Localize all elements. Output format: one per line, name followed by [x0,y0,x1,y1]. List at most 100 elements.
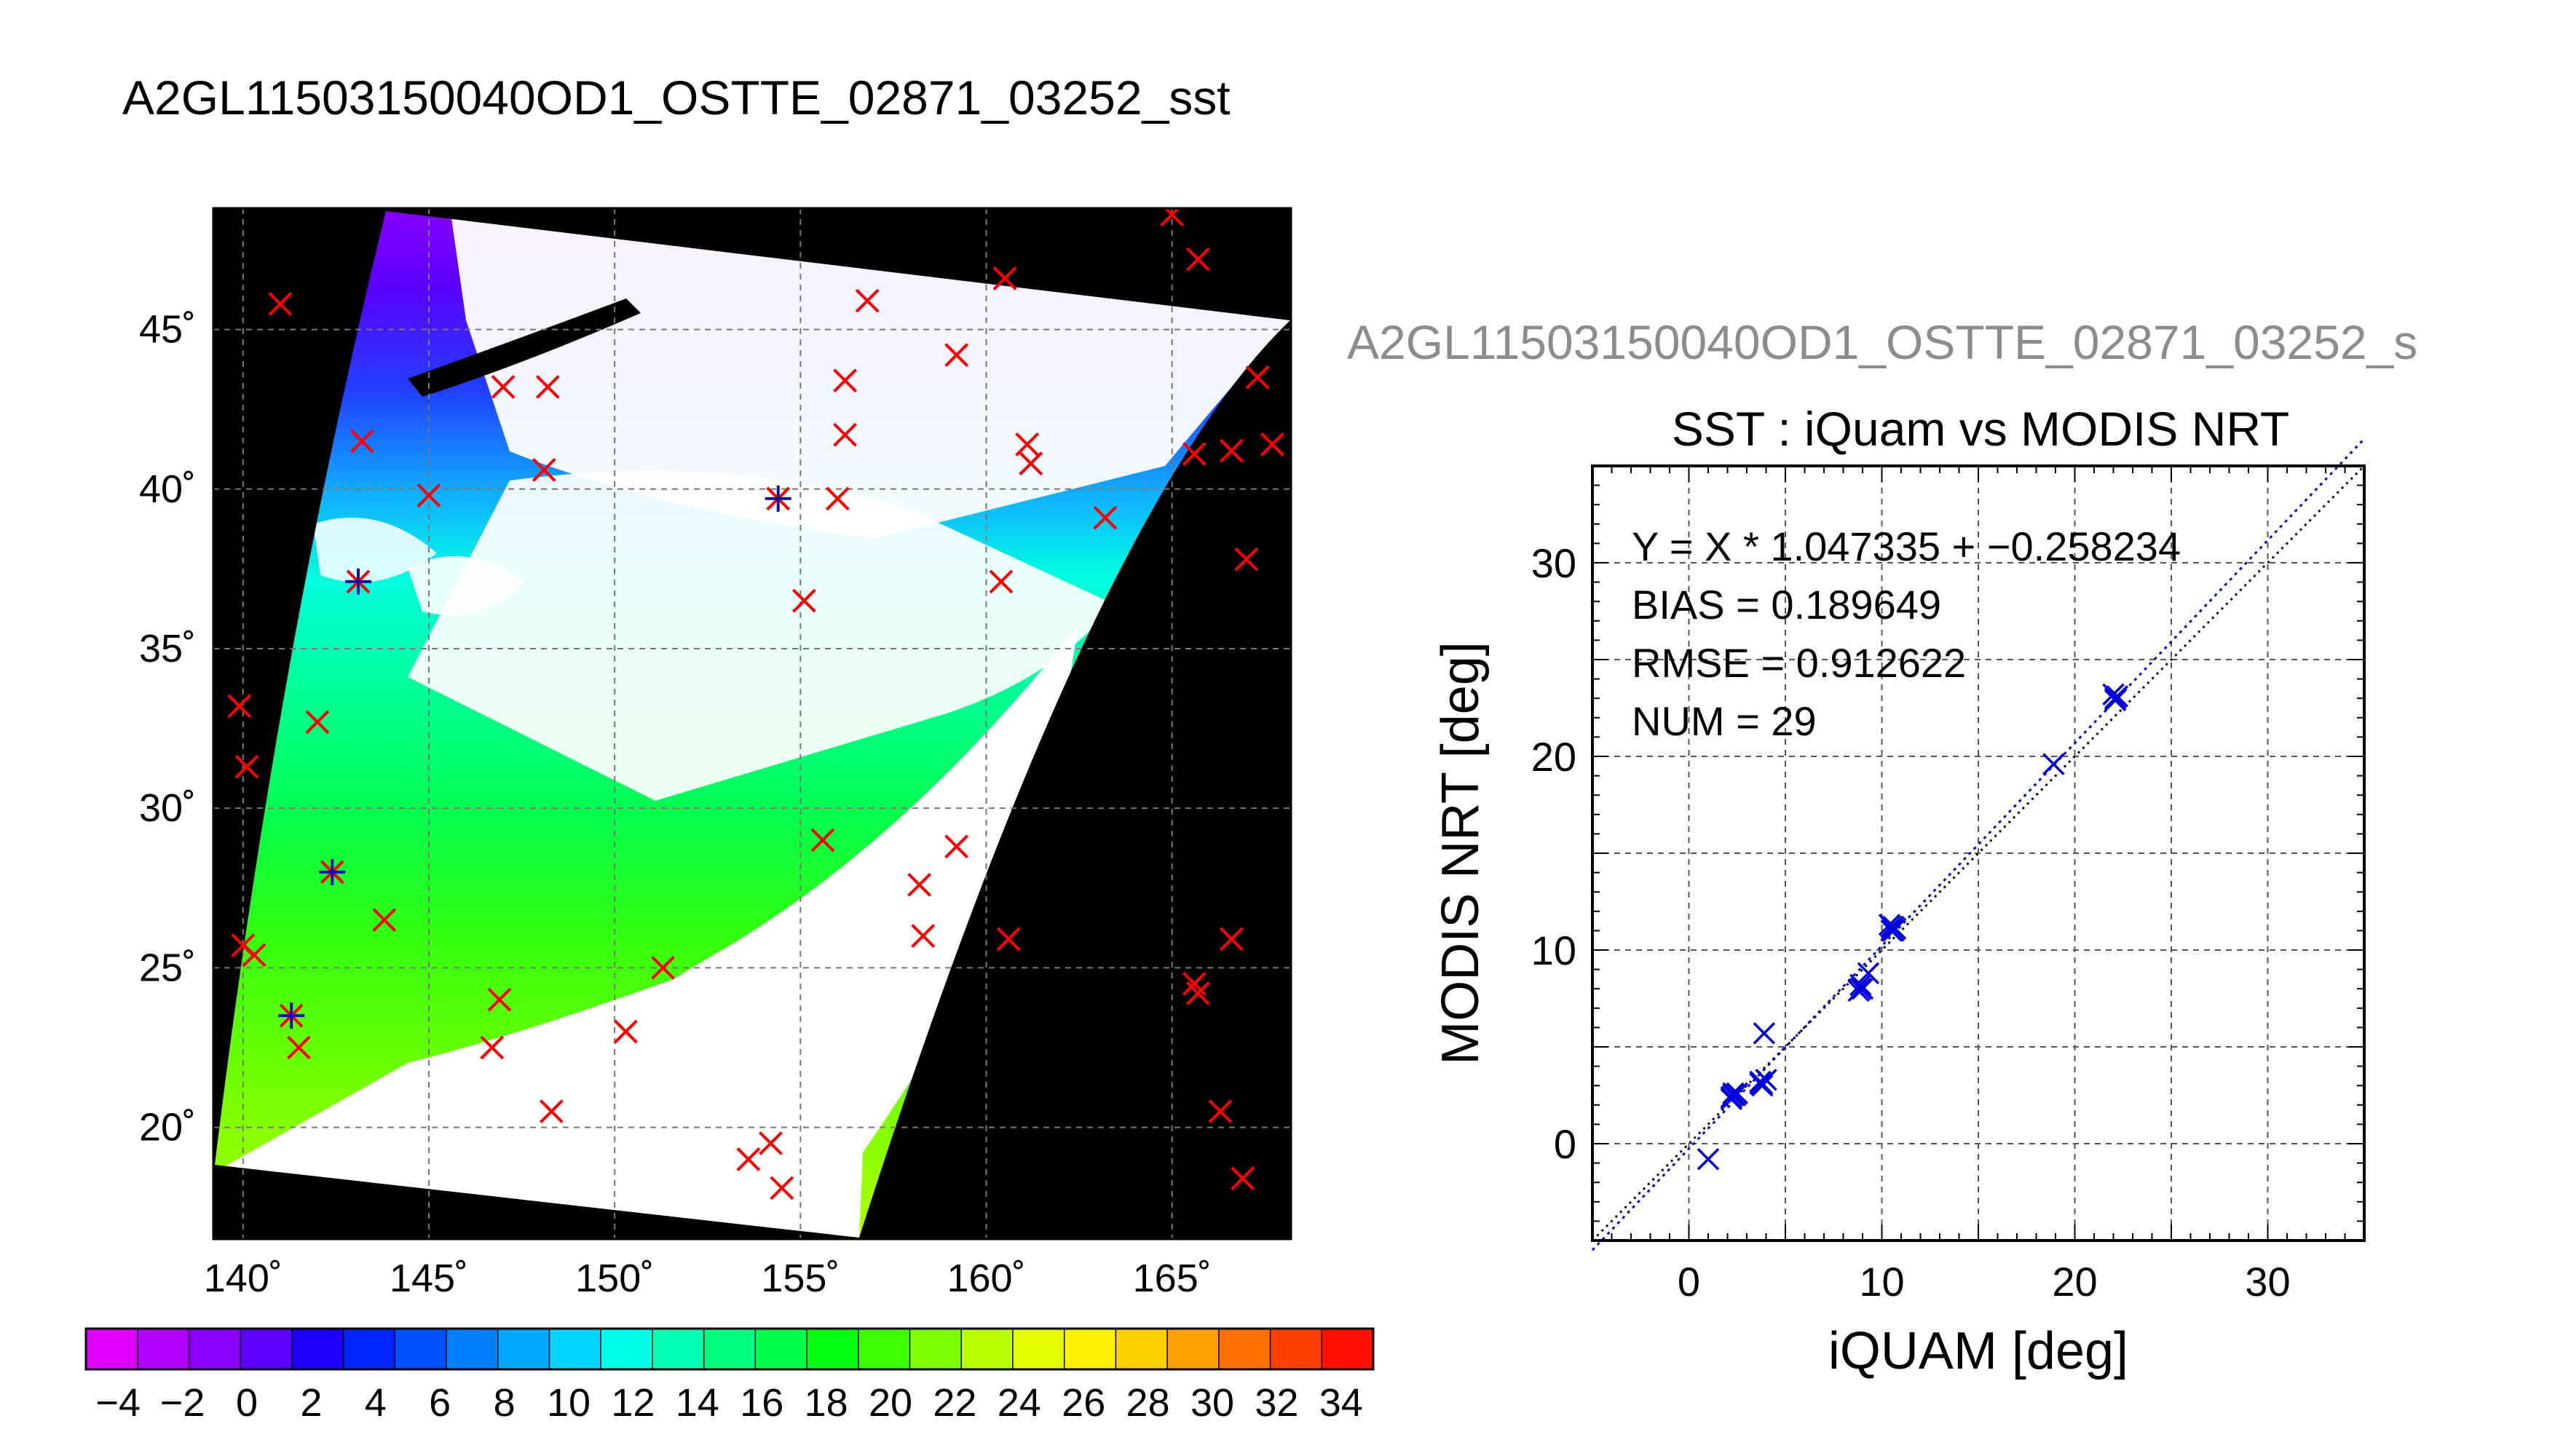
colorbar-cell [395,1329,447,1369]
fit-statistics: Y = X * 1.047335 + −0.258234 BIAS = 0.189… [1632,523,2181,744]
fit-line [1591,438,2366,1251]
scatter-point [1882,919,1905,942]
colorbar-tick-label: 20 [869,1381,912,1425]
colorbar-cell [703,1329,756,1369]
colorbar-tick-label: 34 [1319,1381,1363,1425]
scatter-point [1697,1148,1720,1171]
scatter-point [1749,1072,1772,1095]
red-match-marker [911,924,936,948]
red-match-marker [1219,927,1244,951]
stat-annotation: BIAS = 0.189649 [1632,582,1941,628]
red-match-marker [234,754,259,779]
colorbar-cell [1270,1329,1322,1369]
latitude-tick-label: 30˚ [139,786,196,830]
scatter-point [1750,1072,1774,1095]
red-match-marker [996,927,1021,951]
red-match-marker [480,1035,505,1060]
scatter-title: SST : iQuam vs MODIS NRT [1672,402,2289,456]
red-match-marker [989,569,1014,594]
red-match-marker [1093,505,1118,530]
scatter-point [1753,1022,1776,1045]
red-match-marker [1260,432,1284,456]
colorbar-cell [961,1329,1014,1369]
red-match-marker [992,266,1017,290]
page-title: A2GL11503150040OD1_OSTTE_02871_03252_sst [122,71,1231,124]
x-tick-label: 30 [2245,1259,2290,1305]
scatter-point [1857,962,1880,985]
red-match-marker [1208,1099,1233,1124]
y-tick-labels: 0 10 20 30 [1531,540,1576,1167]
latitude-tick-label: 35˚ [139,627,196,670]
colorbar-cell [549,1329,601,1369]
colorbar-cells [86,1329,1374,1369]
longitude-tick-label: 165˚ [1133,1257,1212,1300]
colorbar-tick-label: 24 [998,1381,1041,1425]
colorbar-tick-label: 2 [300,1381,322,1425]
colorbar-cell [1218,1329,1271,1369]
x-tick-label: 0 [1678,1259,1700,1305]
land-mass [408,298,641,397]
scatter-point [1849,977,1872,1000]
red-match-marker [535,375,560,399]
colorbar-tick-label: 12 [611,1381,655,1425]
map-graticule [213,208,1291,1239]
colorbar-cell [1322,1329,1374,1369]
scatter-point [1726,1082,1748,1105]
scatter-points [1697,683,2129,1171]
red-match-marker [372,908,397,933]
stat-annotation: NUM = 29 [1632,698,1817,744]
colorbar-tick-label: 6 [429,1381,451,1425]
latitude-tick-label: 45˚ [139,308,196,352]
scatter-file-title: A2GL11503150040OD1_OSTTE_02871_03252_s [1347,315,2418,369]
longitude-tick-label: 160˚ [947,1257,1025,1300]
red-match-marker [614,1019,638,1044]
colorbar-cell [343,1329,395,1369]
colorbar-cell [240,1329,293,1369]
red-match-marker [944,834,969,859]
red-match-marker [491,375,516,399]
red-match-marker [1185,981,1210,1005]
x-tick-label: 10 [1859,1259,1904,1305]
scatter-point [2104,687,2127,710]
colorbar-tick-label: 4 [365,1381,387,1425]
red-match-marker [286,1035,311,1060]
one-to-one-line [1591,464,2366,1242]
colorbar-tick-label: 0 [236,1381,258,1425]
red-match-marker [1185,247,1210,272]
longitude-labels: 140˚ 145˚ 150˚ 155˚ 160˚ 165˚ [204,1257,1212,1300]
red-match-marker [1015,432,1040,456]
red-match-marker [1234,547,1259,571]
y-tick-label: 0 [1554,1121,1576,1167]
colorbar-cell [1064,1329,1116,1369]
red-match-marker [1231,1166,1255,1191]
red-match-marker [825,486,850,511]
red-match-marker [833,422,858,447]
red-match-marker [1160,208,1185,227]
red-match-marker [1245,365,1270,389]
latitude-tick-label: 40˚ [139,467,196,511]
red-match-marker [532,458,556,482]
match-markers [227,208,1284,1200]
latitude-tick-label: 20˚ [139,1106,196,1150]
longitude-tick-label: 145˚ [390,1257,468,1300]
red-match-marker [487,987,512,1012]
scatter-point [2102,683,2125,706]
red-match-marker [268,292,293,316]
scatter-point [1722,1084,1745,1107]
scatter-frame [1591,464,2366,1242]
colorbar-cell [909,1329,962,1369]
longitude-tick-label: 155˚ [761,1257,840,1300]
blue-match-marker [319,858,346,885]
red-match-marker [242,943,266,968]
red-match-marker [810,828,835,852]
scatter-point [1849,973,1872,997]
red-match-marker [833,368,858,393]
colorbar-cell [1167,1329,1220,1369]
colorbar-tick-label: 28 [1126,1381,1170,1425]
colorbar-tick-label: 10 [547,1381,591,1425]
stat-annotation: RMSE = 0.912622 [1632,640,1966,686]
scatter-point [1851,977,1874,1000]
